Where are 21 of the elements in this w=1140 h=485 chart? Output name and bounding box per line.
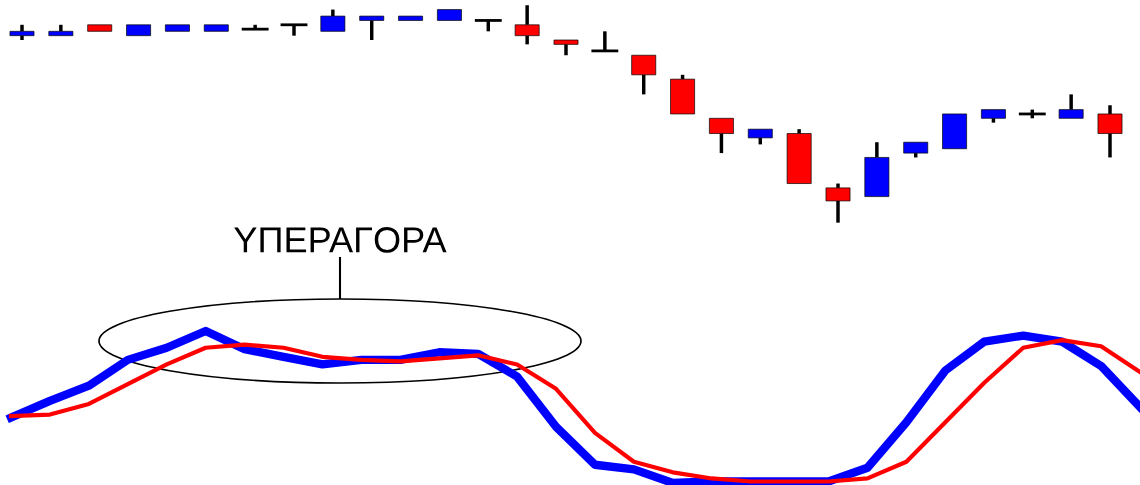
candlestick: [437, 9, 462, 21]
candlestick: [942, 113, 967, 150]
candlestick: [591, 31, 619, 53]
text: ΥΠΕΡΑΓΟΡΑ: [234, 227, 447, 253]
candlestick: [9, 24, 35, 41]
candlestick: [631, 54, 657, 95]
candlestick: [553, 39, 579, 56]
candlestick: [359, 15, 385, 41]
candlestick: [864, 142, 890, 197]
candlestick: [48, 24, 74, 37]
candlestick: [709, 117, 734, 155]
candlestick: [514, 5, 540, 45]
candlestick: [1097, 105, 1123, 158]
candlestick: [126, 24, 151, 37]
candlestick: [398, 15, 423, 21]
candlestick: [786, 129, 812, 184]
candlestick: [165, 24, 190, 32]
candlestick: [203, 24, 229, 32]
candlestick: [87, 24, 113, 32]
candlestick: [280, 23, 308, 36]
candlestick: [1058, 94, 1084, 119]
